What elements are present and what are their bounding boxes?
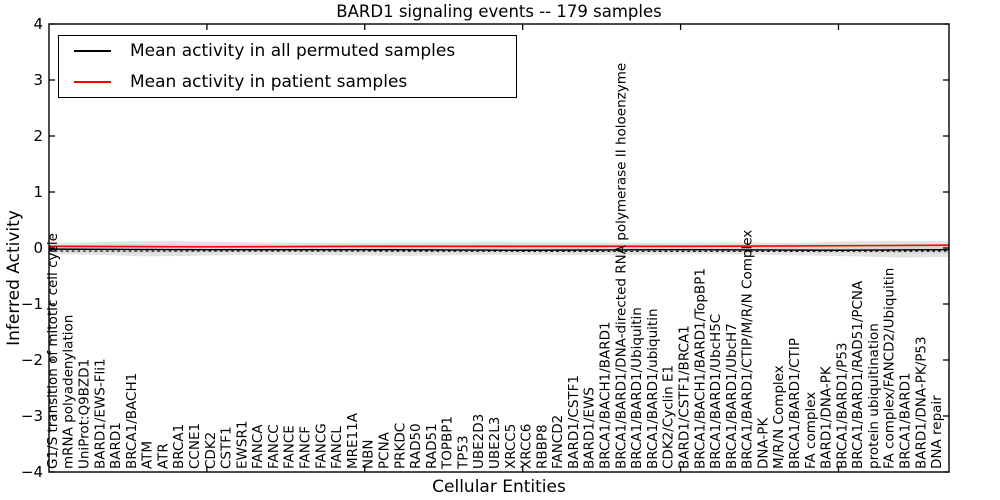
x-tick-label: G1/S transition of mitotic cell cycle bbox=[45, 233, 61, 469]
x-tick-label: ATM bbox=[140, 441, 156, 469]
x-tick-label: BRCA1/BACH1/BARD1/TopBP1 bbox=[692, 268, 708, 469]
x-tick-label: BRCA1/BARD1/RAD51/PCNA bbox=[850, 280, 866, 469]
x-tick-label: BRCA1/BACH1 bbox=[124, 373, 140, 469]
legend-entry-patient: Mean activity in patient samples bbox=[59, 69, 516, 96]
y-tick-label: 0 bbox=[33, 239, 43, 257]
x-tick-label: FA complex/FANCD2/Ubiquitin bbox=[882, 268, 898, 469]
x-tick-label: RAD51 bbox=[424, 423, 440, 469]
x-tick-label: FANCD2 bbox=[550, 415, 566, 469]
x-tick-label: FANCF bbox=[298, 426, 314, 469]
y-tick-label: −2 bbox=[20, 351, 43, 369]
series-line bbox=[48, 244, 950, 248]
x-tick-label: RBBP8 bbox=[534, 424, 550, 469]
chart-title: BARD1 signaling events -- 179 samples bbox=[336, 2, 662, 21]
x-tick-label: BRCA1/BARD1 bbox=[898, 372, 914, 469]
y-tick-label: −4 bbox=[20, 463, 43, 481]
x-tick-label: UBE2D3 bbox=[471, 414, 487, 469]
x-tick-label: BARD1/DNA-PK/P53 bbox=[913, 336, 929, 469]
x-tick-label: BRCA1/BARD1/Ubiquitin bbox=[629, 307, 645, 469]
x-tick-label: CCNE1 bbox=[187, 423, 203, 469]
x-tick-label: NBN bbox=[361, 440, 377, 469]
x-tick-label: BARD1/CSTF1/BRCA1 bbox=[677, 325, 693, 469]
x-tick-label: FA complex bbox=[803, 392, 819, 469]
x-tick-label: BRCA1/BARD1/ubiquitin bbox=[645, 308, 661, 469]
x-tick-label: BRCA1/BARD1/UbcH5C bbox=[708, 314, 724, 469]
x-tick-label: DNA-PK bbox=[755, 417, 771, 469]
y-tick-label: 2 bbox=[33, 127, 43, 145]
x-tick-label: M/R/N Complex bbox=[771, 365, 787, 469]
x-tick-label: TP53 bbox=[455, 435, 471, 470]
x-tick-label: CSTF1 bbox=[219, 426, 235, 469]
x-tick-label: BRCA1 bbox=[171, 424, 187, 469]
legend-label-patient: Mean activity in patient samples bbox=[130, 72, 408, 92]
x-tick-label: protein ubiquitination bbox=[866, 323, 882, 469]
x-tick-label: BRCA1/BARD1/DNA-directed RNA polymerase … bbox=[613, 63, 629, 469]
x-tick-label: TOPBP1 bbox=[440, 416, 456, 470]
legend: Mean activity in all permuted samples Me… bbox=[58, 35, 517, 98]
x-tick-label: BARD1/CSTF1 bbox=[566, 375, 582, 469]
y-tick-label: 3 bbox=[33, 71, 43, 89]
x-tick-label: BRCA1/BARD1/UbcH7 bbox=[724, 323, 740, 469]
x-tick-label: BARD1/EWS bbox=[582, 387, 598, 469]
x-tick-label: FANCC bbox=[266, 424, 282, 469]
x-tick-label: CDK2/Cyclin E1 bbox=[661, 365, 677, 469]
x-tick-label: XRCC5 bbox=[503, 424, 519, 469]
x-tick-label: BRCA1/BARD1/CTIP bbox=[787, 338, 803, 469]
x-tick-label: FANCA bbox=[250, 424, 266, 469]
y-tick-label: −1 bbox=[20, 295, 43, 313]
y-tick-label: 4 bbox=[33, 15, 43, 33]
x-axis-label: Cellular Entities bbox=[432, 477, 566, 497]
y-tick-label: 1 bbox=[33, 183, 43, 201]
x-tick-label: BRCA1/BARD1/CTIP/M/R/N Complex bbox=[740, 230, 756, 469]
x-tick-label: PCNA bbox=[377, 431, 393, 469]
x-tick-label: PRKDC bbox=[392, 423, 408, 469]
x-tick-label: CDK2 bbox=[203, 432, 219, 469]
legend-line-patient bbox=[74, 81, 111, 83]
x-tick-label: FANCG bbox=[313, 423, 329, 469]
x-tick-label: BRCA1/BARD1/P53 bbox=[834, 343, 850, 470]
x-tick-label: BRCA1/BACH1/BARD1 bbox=[598, 321, 614, 469]
x-tick-label: BARD1/EWS-Fli1 bbox=[92, 358, 108, 469]
series-line bbox=[48, 248, 950, 251]
x-tick-label: mRNA polyadenylation bbox=[61, 315, 77, 469]
x-tick-label: EWSR1 bbox=[234, 421, 250, 469]
x-tick-label: FANCE bbox=[282, 425, 298, 469]
x-tick-label: UniProt:Q9BZD1 bbox=[77, 359, 93, 469]
x-tick-label: XRCC6 bbox=[519, 424, 535, 469]
x-tick-label: RAD50 bbox=[408, 423, 424, 469]
x-tick-label: MRE11A bbox=[345, 412, 361, 469]
x-tick-label: ATR bbox=[155, 443, 171, 469]
y-axis-label: Inferred Activity bbox=[4, 210, 24, 346]
x-tick-label: FANCL bbox=[329, 426, 345, 469]
x-tick-label: BARD1 bbox=[108, 422, 124, 469]
x-tick-label: BARD1/DNA-PK bbox=[819, 365, 835, 469]
legend-label-permuted: Mean activity in all permuted samples bbox=[130, 41, 456, 61]
x-tick-label: DNA repair bbox=[929, 395, 945, 469]
y-tick-label: −3 bbox=[20, 407, 43, 425]
legend-line-permuted bbox=[74, 50, 111, 52]
x-tick-label: UBE2L3 bbox=[487, 417, 503, 469]
legend-entry-permuted: Mean activity in all permuted samples bbox=[59, 38, 516, 65]
